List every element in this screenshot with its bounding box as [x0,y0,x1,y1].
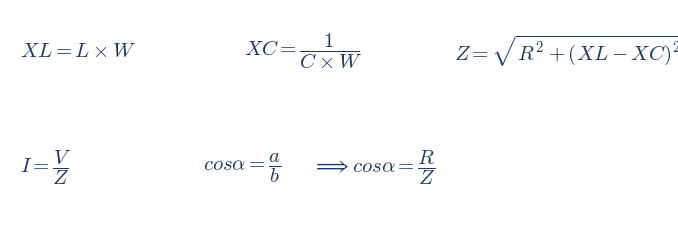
Text: $\Longrightarrow cos\alpha=\dfrac{R}{Z}$: $\Longrightarrow cos\alpha=\dfrac{R}{Z}$ [312,148,436,187]
Text: $Z=\sqrt{R^2+(XL-XC)^2}$: $Z=\sqrt{R^2+(XL-XC)^2}$ [454,34,678,69]
Text: $XC=\dfrac{1}{C\times W}$: $XC=\dfrac{1}{C\times W}$ [244,31,362,71]
Text: $cos\alpha=\dfrac{a}{b}$: $cos\alpha=\dfrac{a}{b}$ [203,151,282,185]
Text: $XL=L\times W$: $XL=L\times W$ [20,41,137,61]
Text: $I=\dfrac{V}{Z}$: $I=\dfrac{V}{Z}$ [20,148,72,187]
